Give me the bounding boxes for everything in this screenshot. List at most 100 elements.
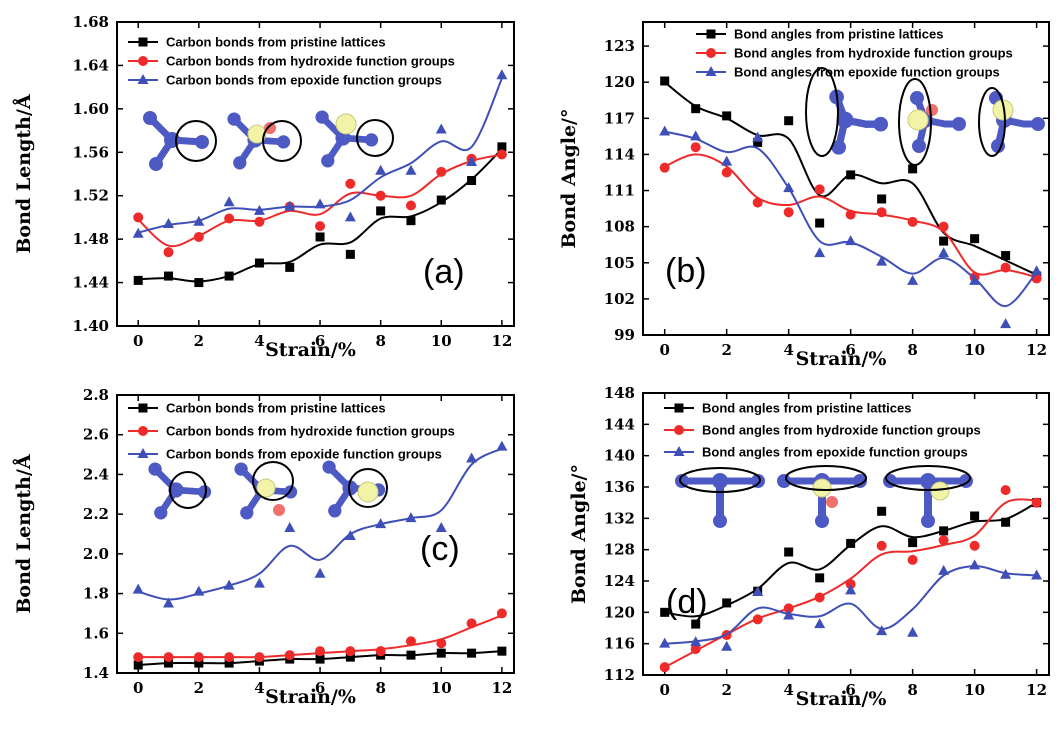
molecule-insets [675, 465, 973, 528]
data-point [224, 658, 234, 668]
data-point [375, 646, 386, 657]
legend-marker [674, 425, 684, 435]
atom [1031, 117, 1045, 131]
y-tick-label: 108 [604, 218, 635, 236]
series-pristine [133, 142, 507, 288]
data-point [783, 207, 794, 218]
y-tick-label: 136 [604, 478, 635, 496]
data-point [375, 190, 386, 201]
panel-a: 1.40 1.44 1.48 1.52 1.56 1.60 1.64 1.68 0 2 4 6 8 10 1… [12, 13, 515, 361]
data-point [466, 156, 478, 167]
hydrogen-cloud [256, 478, 276, 498]
data-point [435, 123, 447, 134]
data-point [467, 176, 477, 186]
y-tick-label: 102 [604, 290, 635, 308]
y-tick-label: 1.56 [72, 143, 109, 161]
y-tick-label: 140 [604, 447, 635, 465]
legend: Carbon bonds from pristine lattices Carbo… [128, 35, 455, 88]
x-tick-label: 6 [845, 341, 855, 359]
x-tick-label: 8 [375, 332, 385, 350]
data-point [193, 652, 204, 663]
y-tick-label: 112 [604, 666, 635, 684]
x-tick-label: 12 [491, 679, 512, 697]
y-tick-label: 2.2 [83, 505, 109, 523]
legend-item: Carbon bonds from pristine lattices [128, 401, 386, 416]
highlight-ellipse [175, 120, 217, 162]
y-tick-label: 124 [604, 572, 635, 590]
data-point [721, 155, 733, 166]
x-tick-label: 4 [783, 681, 793, 699]
legend: Bond angles from pristine lattices Bond a… [664, 401, 981, 460]
data-point [660, 607, 670, 617]
data-point [315, 654, 325, 664]
y-tick-label: 1.60 [72, 100, 109, 118]
legend-marker [138, 37, 148, 47]
data-point [375, 518, 387, 529]
y-tick-label: 1.4 [83, 664, 109, 682]
data-point [466, 452, 478, 463]
legend-item: Bond angles from epoxide function groups [696, 65, 1000, 80]
data-point [436, 638, 447, 649]
panel-c: 1.4 1.6 1.8 2.0 2.2 2.4 2.6 2.8 0 2 4 6 8 10 12 Strain/… [12, 386, 515, 708]
data-point [876, 625, 888, 636]
data-point [938, 535, 949, 546]
atom [831, 139, 847, 155]
data-point [284, 522, 296, 533]
data-point [406, 216, 416, 226]
molecule-insets [148, 460, 388, 520]
x-tick-label: 12 [1026, 341, 1047, 359]
data-point [496, 69, 508, 80]
legend-label: Bond angles from pristine lattices [734, 27, 944, 42]
x-tick-label: 4 [254, 679, 264, 697]
highlight-ellipse [356, 119, 394, 157]
x-tick-label: 0 [659, 341, 669, 359]
y-tick-label: 120 [604, 603, 635, 621]
data-point [722, 111, 732, 121]
data-point [345, 249, 355, 259]
y-axis-title: Bond Angle/° [568, 464, 590, 604]
oxygen-atom [926, 104, 938, 116]
legend-marker [138, 426, 148, 436]
data-point [164, 271, 174, 281]
data-point [132, 227, 144, 238]
atom [227, 112, 241, 126]
data-point [315, 232, 325, 242]
legend-marker [138, 403, 148, 413]
x-tick-label: 6 [315, 679, 325, 697]
data-point [1001, 517, 1011, 527]
y-tick-label: 2.0 [83, 545, 109, 563]
atom [920, 473, 936, 489]
y-tick-label: 1.68 [72, 13, 109, 31]
data-point [496, 440, 508, 451]
data-point [814, 247, 826, 258]
y-tick-label: 148 [604, 384, 635, 402]
highlight-ellipse [785, 465, 867, 491]
data-point [193, 231, 204, 242]
data-point [691, 104, 701, 114]
data-point [436, 166, 447, 177]
legend-item: Bond angles from pristine lattices [664, 401, 912, 416]
x-tick-label: 0 [659, 681, 669, 699]
data-point [784, 116, 794, 126]
data-point [876, 207, 887, 218]
data-point [193, 215, 205, 226]
data-point [133, 275, 143, 285]
data-point [285, 262, 295, 272]
data-point [722, 598, 732, 608]
atom [912, 139, 926, 153]
data-point [405, 636, 416, 647]
atom [921, 514, 935, 528]
data-point [752, 585, 764, 596]
legend-item: Carbon bonds from epoxide function group… [128, 73, 442, 88]
data-point [223, 579, 235, 590]
molecule-insets [805, 67, 1045, 166]
legend-marker [674, 403, 684, 413]
legend-marker [137, 448, 149, 458]
data-point [163, 247, 174, 258]
hydrogen-cloud [907, 109, 929, 131]
panel-label: (a) [423, 253, 465, 291]
data-point [845, 584, 857, 595]
x-tick-label: 0 [133, 332, 143, 350]
data-point [1000, 318, 1012, 329]
data-point [467, 648, 477, 658]
